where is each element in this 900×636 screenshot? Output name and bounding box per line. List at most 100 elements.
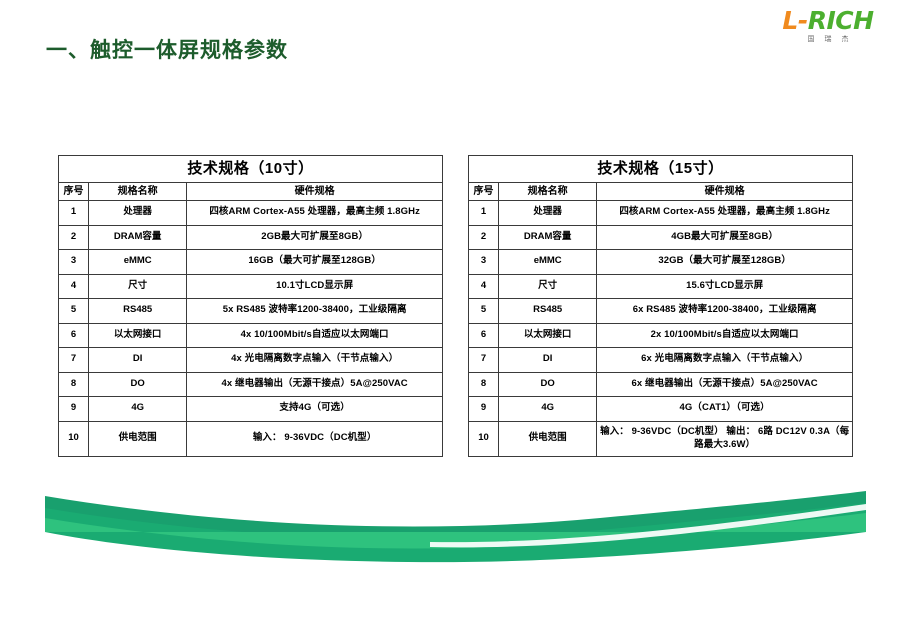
cell-name: 以太网接口 [498, 322, 598, 348]
cell-value: 4G（CAT1）（可选） [596, 396, 853, 422]
cell-no: 7 [57, 347, 90, 373]
cell-name: DO [498, 371, 598, 397]
cell-value: 10.1寸LCD显示屏 [186, 273, 443, 299]
ribbon-band-mid [45, 503, 866, 563]
cell-value: 4x 继电器输出（无源干接点）5A@250VAC [186, 371, 443, 397]
ribbon-band-dark [45, 491, 866, 559]
cell-value: 四核ARM Cortex-A55 处理器，最高主频 1.8GHz [596, 200, 853, 226]
logo-wordmark: L-RICH [776, 8, 880, 33]
table-row: 9 4G 支持4G（可选） [57, 396, 443, 422]
logo-text-l: L- [782, 6, 808, 35]
spec-table-10inch: 技术规格（10寸） 序号 规格名称 硬件规格 1 处理器 四核ARM Corte… [57, 155, 443, 457]
cell-value: 4GB最大可扩展至8GB） [596, 224, 853, 250]
logo-text-rich: RICH [807, 6, 874, 35]
cell-name: DO [88, 371, 188, 397]
cell-value: 6x RS485 波特率1200-38400，工业级隔离 [596, 298, 853, 324]
cell-no: 1 [467, 200, 500, 226]
cell-value: 16GB（最大可扩展至128GB） [186, 249, 443, 275]
cell-name: 以太网接口 [88, 322, 188, 348]
table-row: 8 DO 6x 继电器输出（无源干接点）5A@250VAC [467, 371, 853, 397]
cell-name: 4G [498, 396, 598, 422]
cell-no: 9 [57, 396, 90, 422]
cell-value: 2GB最大可扩展至8GB） [186, 224, 443, 250]
brand-logo: L-RICH 国瑞杰 [776, 8, 880, 50]
cell-no: 10 [467, 420, 500, 457]
cell-name: 尺寸 [498, 273, 598, 299]
footer-ribbon-decoration [45, 491, 866, 563]
cell-no: 4 [467, 273, 500, 299]
table-header-row: 序号 规格名称 硬件规格 [467, 182, 853, 201]
spec-table-15inch: 技术规格（15寸） 序号 规格名称 硬件规格 1 处理器 四核ARM Corte… [467, 155, 853, 457]
cell-name: 供电范围 [88, 420, 188, 457]
table-row: 1 处理器 四核ARM Cortex-A55 处理器，最高主频 1.8GHz [57, 200, 443, 226]
table-header-row: 序号 规格名称 硬件规格 [57, 182, 443, 201]
cell-value: 5x RS485 波特率1200-38400，工业级隔离 [186, 298, 443, 324]
cell-no: 3 [467, 249, 500, 275]
cell-name: RS485 [498, 298, 598, 324]
column-header-value: 硬件规格 [596, 182, 853, 201]
cell-no: 8 [57, 371, 90, 397]
cell-value: 15.6寸LCD显示屏 [596, 273, 853, 299]
table-row: 7 DI 4x 光电隔离数字点输入（干节点输入） [57, 347, 443, 373]
cell-value: 输入： 9-36VDC（DC机型） 输出： 6路 DC12V 0.3A（每路最大… [596, 420, 853, 457]
cell-name: eMMC [88, 249, 188, 275]
table-row: 1 处理器 四核ARM Cortex-A55 处理器，最高主频 1.8GHz [467, 200, 853, 226]
cell-value: 32GB（最大可扩展至128GB） [596, 249, 853, 275]
table-row: 5 RS485 6x RS485 波特率1200-38400，工业级隔离 [467, 298, 853, 324]
ribbon-highlight-stripe [430, 504, 866, 548]
table-caption: 技术规格（10寸） [58, 155, 443, 183]
table-row: 10 供电范围 输入： 9-36VDC（DC机型） [57, 420, 443, 457]
page-title: 一、触控一体屏规格参数 [46, 39, 288, 62]
cell-no: 5 [57, 298, 90, 324]
cell-name: DI [88, 347, 188, 373]
table-row: 3 eMMC 16GB（最大可扩展至128GB） [57, 249, 443, 275]
cell-name: eMMC [498, 249, 598, 275]
table-caption: 技术规格（15寸） [468, 155, 853, 183]
cell-value: 6x 继电器输出（无源干接点）5A@250VAC [596, 371, 853, 397]
cell-name: 处理器 [498, 200, 598, 226]
column-header-name: 规格名称 [498, 182, 598, 201]
table-caption-row: 技术规格（15寸） [468, 155, 853, 183]
table-row: 10 供电范围 输入： 9-36VDC（DC机型） 输出： 6路 DC12V 0… [467, 420, 853, 457]
table-row: 8 DO 4x 继电器输出（无源干接点）5A@250VAC [57, 371, 443, 397]
cell-name: DRAM容量 [88, 224, 188, 250]
cell-no: 1 [57, 200, 90, 226]
cell-no: 7 [467, 347, 500, 373]
column-header-value: 硬件规格 [186, 182, 443, 201]
cell-value: 2x 10/100Mbit/s自适应以太网端口 [596, 322, 853, 348]
cell-name: DRAM容量 [498, 224, 598, 250]
cell-value: 四核ARM Cortex-A55 处理器，最高主频 1.8GHz [186, 200, 443, 226]
cell-no: 5 [467, 298, 500, 324]
cell-value: 支持4G（可选） [186, 396, 443, 422]
cell-name: 供电范围 [498, 420, 598, 457]
table-row: 6 以太网接口 2x 10/100Mbit/s自适应以太网端口 [467, 322, 853, 348]
cell-name: 处理器 [88, 200, 188, 226]
table-row: 2 DRAM容量 2GB最大可扩展至8GB） [57, 224, 443, 250]
cell-no: 6 [467, 322, 500, 348]
cell-no: 10 [57, 420, 90, 457]
table-row: 6 以太网接口 4x 10/100Mbit/s自适应以太网端口 [57, 322, 443, 348]
cell-name: DI [498, 347, 598, 373]
cell-value: 输入： 9-36VDC（DC机型） [186, 420, 443, 457]
table-row: 4 尺寸 10.1寸LCD显示屏 [57, 273, 443, 299]
table-row: 2 DRAM容量 4GB最大可扩展至8GB） [467, 224, 853, 250]
column-header-no: 序号 [467, 182, 500, 201]
cell-name: 尺寸 [88, 273, 188, 299]
column-header-name: 规格名称 [88, 182, 188, 201]
cell-no: 2 [57, 224, 90, 250]
table-row: 3 eMMC 32GB（最大可扩展至128GB） [467, 249, 853, 275]
cell-value: 6x 光电隔离数字点输入（干节点输入） [596, 347, 853, 373]
ribbon-band-light [45, 513, 866, 549]
table-row: 5 RS485 5x RS485 波特率1200-38400，工业级隔离 [57, 298, 443, 324]
cell-name: 4G [88, 396, 188, 422]
cell-no: 2 [467, 224, 500, 250]
cell-no: 9 [467, 396, 500, 422]
table-row: 7 DI 6x 光电隔离数字点输入（干节点输入） [467, 347, 853, 373]
cell-no: 6 [57, 322, 90, 348]
cell-value: 4x 10/100Mbit/s自适应以太网端口 [186, 322, 443, 348]
table-caption-row: 技术规格（10寸） [58, 155, 443, 183]
column-header-no: 序号 [57, 182, 90, 201]
table-row: 4 尺寸 15.6寸LCD显示屏 [467, 273, 853, 299]
table-row: 9 4G 4G（CAT1）（可选） [467, 396, 853, 422]
logo-subtitle: 国瑞杰 [807, 36, 859, 43]
